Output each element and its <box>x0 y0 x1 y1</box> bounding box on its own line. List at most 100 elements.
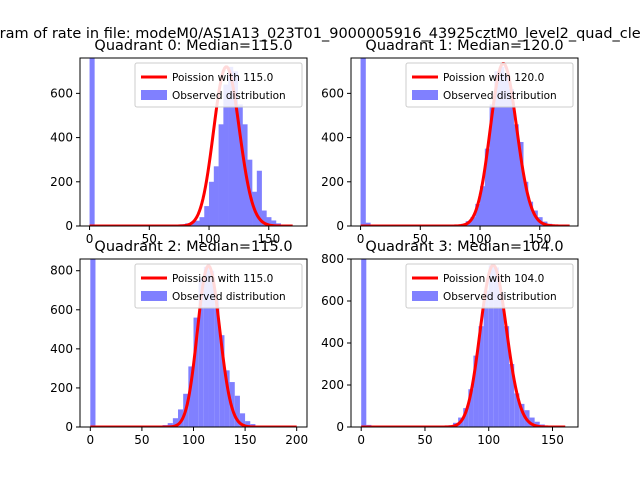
hist-bar <box>484 148 491 226</box>
hist-bar <box>188 366 194 427</box>
hist-bar <box>509 364 515 427</box>
plot-area <box>360 259 566 427</box>
hist-bar <box>193 317 199 427</box>
subplot-title: Quadrant 0: Median=115.0 <box>94 38 292 54</box>
legend-bar-swatch <box>141 291 167 301</box>
x-tick-label: 50 <box>413 232 428 246</box>
legend-box <box>134 62 303 108</box>
axes-frame <box>79 57 308 227</box>
hist-bar <box>256 170 262 226</box>
legend-label: Observed distribution <box>443 90 557 102</box>
hist-bar <box>239 413 246 427</box>
hist-bar <box>199 217 205 226</box>
legend-label: Observed distribution <box>443 291 557 303</box>
hist-bar <box>213 166 219 226</box>
x-tick-label: 100 <box>182 433 205 447</box>
hist-bar <box>237 104 243 226</box>
hist-bar <box>365 222 371 226</box>
y-tick-label: 400 <box>50 342 73 356</box>
hist-bar <box>488 265 494 427</box>
y-tick-label: 600 <box>50 303 73 317</box>
y-tick-label: 200 <box>321 378 344 392</box>
hist-bar <box>209 181 215 226</box>
hist-bar <box>527 201 534 226</box>
subplot-2: Quadrant 2: Median=115.0 0 50 100 150 200 0 200… <box>50 239 308 447</box>
hist-bar <box>513 124 519 226</box>
x-tick-label: 150 <box>234 433 257 447</box>
subplot-grid: Quadrant 0: Median=115.0 0 50 100 150 0 200 400… <box>50 38 579 447</box>
hist-bar <box>228 66 234 226</box>
hist-bar <box>361 259 367 427</box>
hist-bar <box>508 88 514 226</box>
hist-bar <box>266 217 272 226</box>
poisson-line <box>360 62 570 226</box>
legend-label: Poission with 104.0 <box>443 273 544 285</box>
x-tick-label: 150 <box>541 433 564 447</box>
hist-bar <box>90 259 96 427</box>
subplot-title: Quadrant 2: Median=115.0 <box>94 239 292 255</box>
plot-area <box>89 58 293 226</box>
hist-bar <box>360 58 366 226</box>
hist-bar <box>89 58 95 226</box>
y-tick-label: 400 <box>321 336 344 350</box>
legend-bar-swatch <box>412 291 438 301</box>
x-tick-label: 200 <box>285 433 308 447</box>
hist-bar <box>534 421 540 427</box>
legend-label: Poission with 115.0 <box>172 72 273 84</box>
legend: Poission with 120.0 Observed distribution <box>405 62 574 108</box>
y-tick-label: 600 <box>321 294 344 308</box>
hist-bar <box>172 418 179 427</box>
y-tick-label: 0 <box>336 219 344 233</box>
y-tick-label: 600 <box>50 86 73 100</box>
legend-bar-swatch <box>141 90 167 100</box>
hist-bar <box>208 270 215 427</box>
hist-bar <box>519 403 525 427</box>
hist-bar <box>470 217 476 226</box>
legend: Poission with 104.0 Observed distribution <box>405 263 574 309</box>
y-tick-label: 400 <box>50 131 73 145</box>
hist-bar <box>203 266 209 427</box>
x-tick-label: 0 <box>86 232 94 246</box>
hist-bar <box>478 326 484 427</box>
hist-bar <box>475 203 481 226</box>
hist-bar <box>498 292 505 427</box>
hist-bar <box>494 71 500 226</box>
legend-box <box>405 62 574 108</box>
subplot-title: Quadrant 3: Median=104.0 <box>365 239 563 255</box>
x-tick-label: 100 <box>198 232 221 246</box>
hist-bar <box>223 84 229 226</box>
y-tick-label: 800 <box>50 264 73 278</box>
hist-bar <box>518 142 524 226</box>
y-tick-label: 600 <box>321 86 344 100</box>
hist-bar <box>271 220 277 226</box>
legend: Poission with 115.0 Observed distribution <box>134 263 303 309</box>
legend-label: Poission with 120.0 <box>443 72 544 84</box>
hist-bar <box>483 290 489 427</box>
figure-suptitle: Histogram of rate in file: modeM0/AS1A13… <box>0 26 640 42</box>
legend-box <box>405 263 574 309</box>
legend-label: Poission with 115.0 <box>172 273 273 285</box>
x-tick-label: 100 <box>469 232 492 246</box>
hist-bar <box>218 124 224 226</box>
hist-bar <box>473 355 479 427</box>
plot-area <box>89 259 298 427</box>
poisson-line <box>360 263 566 427</box>
hist-bar <box>214 300 220 427</box>
hist-bar <box>480 186 486 226</box>
hist-bar <box>463 408 469 427</box>
x-tick-label: 0 <box>357 232 365 246</box>
hist-bar <box>204 206 210 226</box>
subplot-1: Quadrant 1: Median=120.0 0 50 100 150 0 200 400… <box>321 38 579 246</box>
hist-bar <box>224 370 230 427</box>
x-tick-label: 150 <box>528 232 551 246</box>
subplot-3: Quadrant 3: Median=104.0 0 50 100 150 0 200 400… <box>321 239 579 447</box>
legend-label: Observed distribution <box>172 291 286 303</box>
x-tick-label: 50 <box>417 433 432 447</box>
subplot-0: Quadrant 0: Median=115.0 0 50 100 150 0 200 400… <box>50 38 308 246</box>
y-tick-label: 800 <box>321 252 344 266</box>
hist-bar <box>219 335 225 427</box>
hist-bar <box>504 326 510 427</box>
y-tick-label: 0 <box>65 219 73 233</box>
poisson-line <box>89 65 293 226</box>
